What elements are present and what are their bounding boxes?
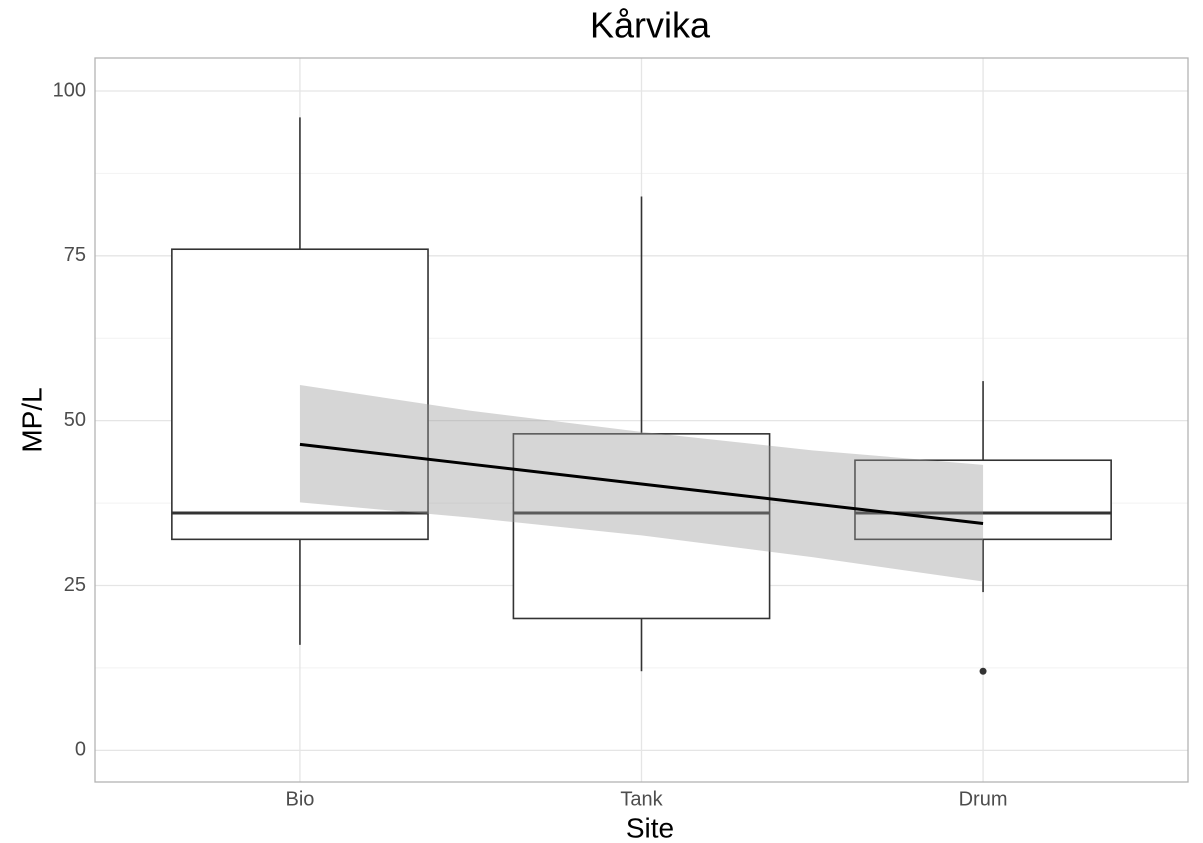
chart-title: Kårvika [590,5,711,46]
y-tick-label: 50 [64,409,86,431]
box [171,248,429,541]
outlier [979,667,987,675]
y-tick-label: 25 [64,574,86,596]
x-tick-label: Tank [620,788,663,810]
y-tick-label: 0 [75,739,86,761]
panel-border [94,57,1189,783]
y-tick-label: 75 [64,244,86,266]
x-axis-title: Site [626,812,674,843]
box [512,433,771,620]
trend-line [299,442,984,526]
y-tick-label: 100 [53,79,86,101]
x-tick-label: Bio [285,788,314,810]
x-tick-label: Drum [959,788,1008,810]
box [854,459,1112,541]
y-axis-title: MP/L [16,387,47,452]
